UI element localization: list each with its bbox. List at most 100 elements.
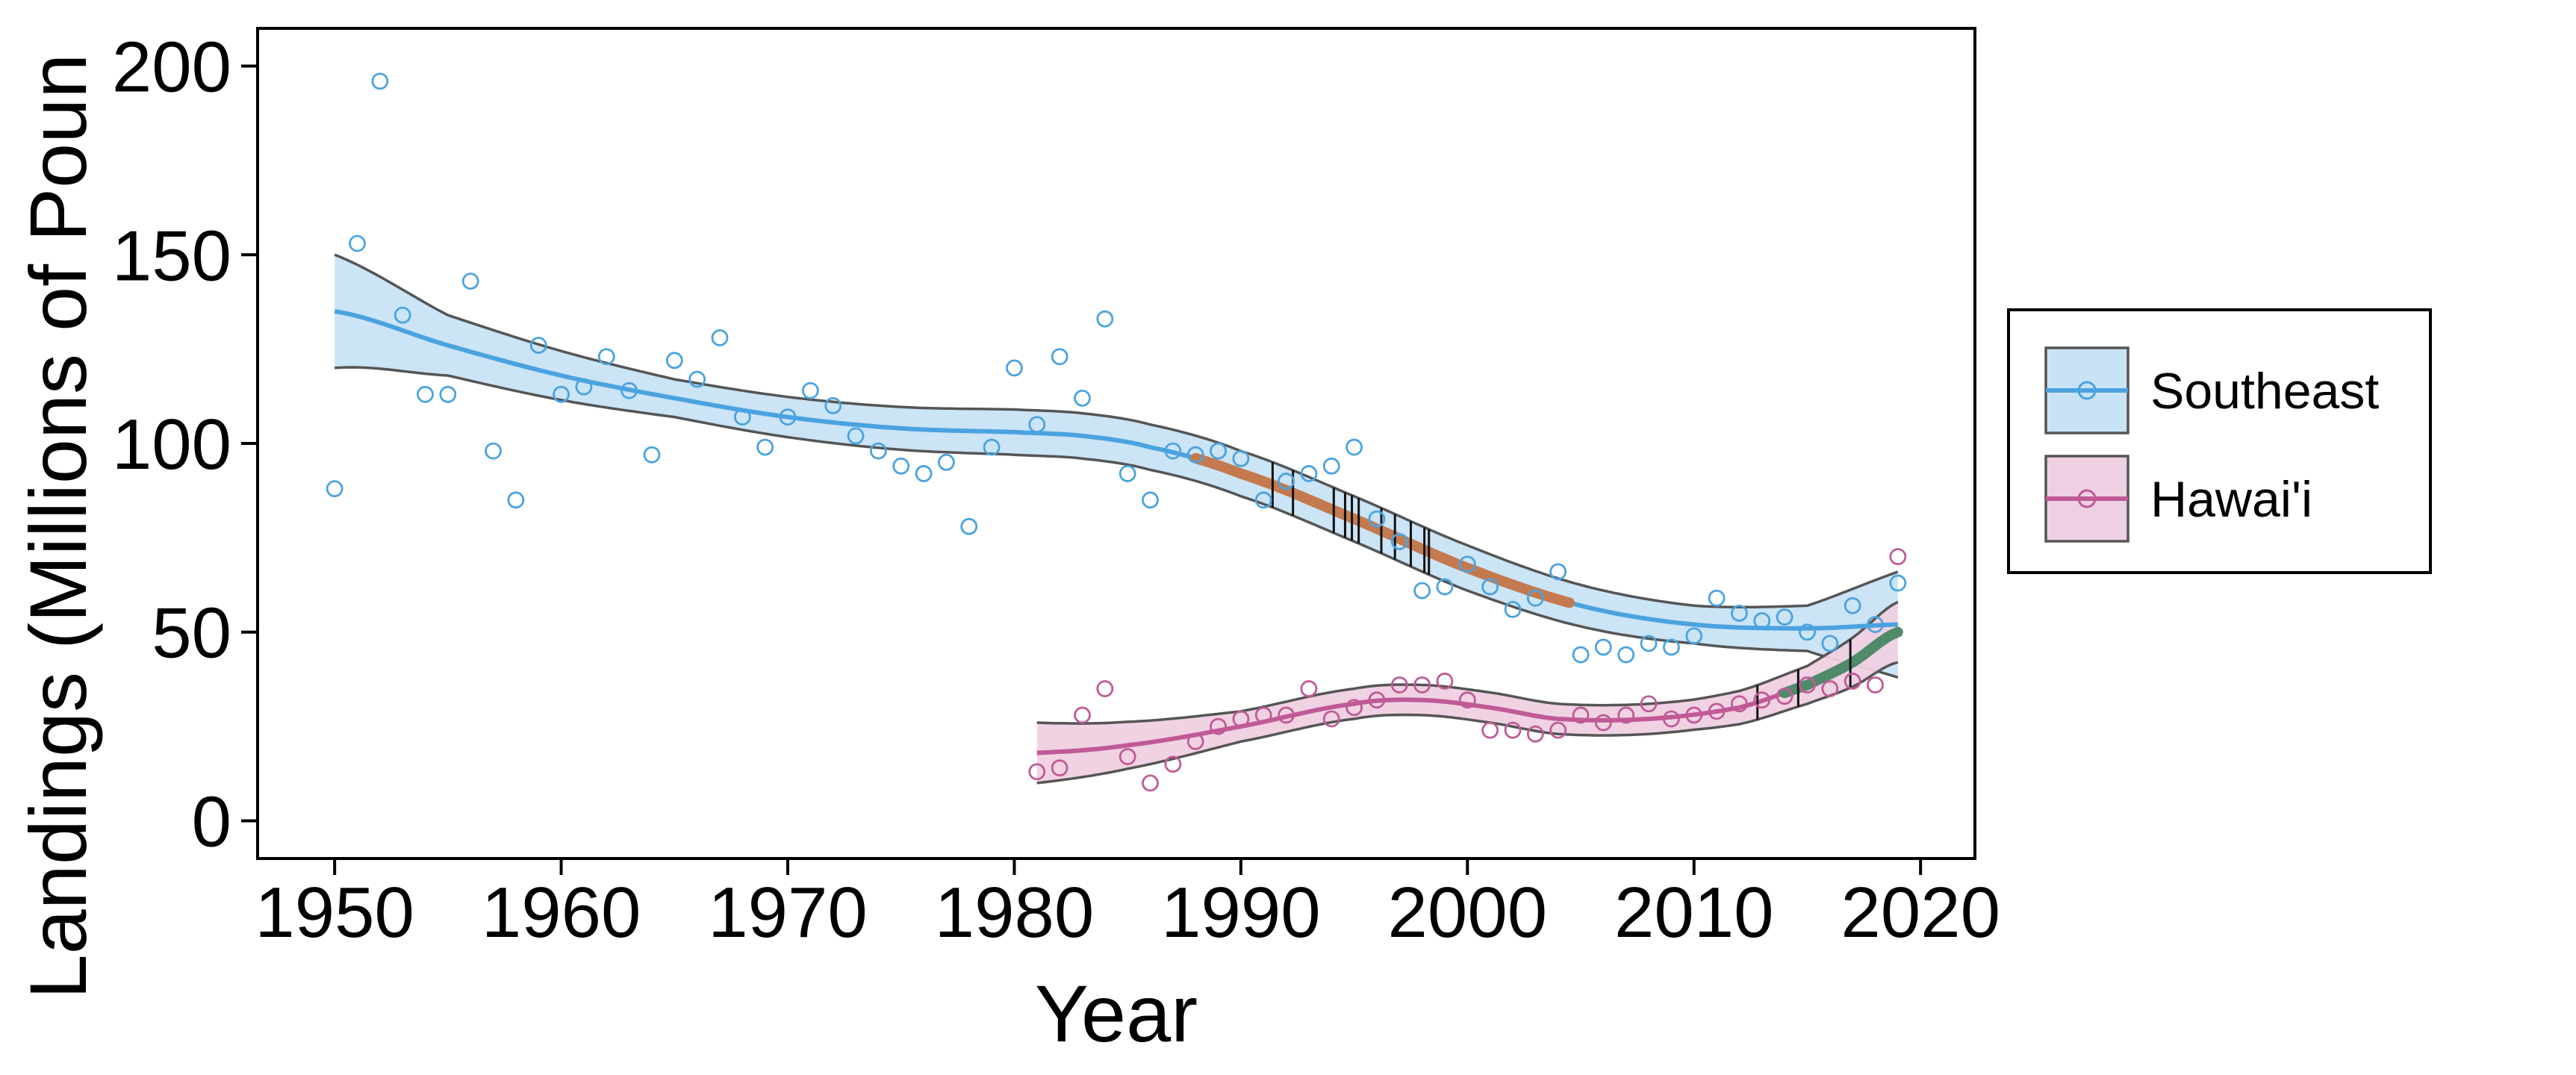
data-point [1413,676,1431,694]
data-point [733,408,751,426]
data-point [1413,582,1431,599]
x-tick-label: 1970 [708,873,868,953]
data-point [1867,676,1884,694]
data-point [1096,310,1114,328]
data-point [1572,706,1590,724]
x-tick-label: 1990 [1161,873,1321,953]
data-point [1663,710,1680,728]
data-point [1119,748,1136,765]
data-point [485,442,502,460]
axes: 1950 1960 1970 1980 1990 2000 2010 2020 0 50 100 15… [112,28,2000,953]
x-tick-label: 2020 [1841,873,2000,953]
data-point [349,234,366,252]
data-point [1889,574,1907,592]
data-point [1028,763,1046,781]
data-point [643,446,661,464]
ci-band-0 [335,255,1898,678]
data-point [1799,676,1816,694]
data-point [801,381,819,399]
data-point [1300,680,1318,697]
data-point [869,442,887,460]
highlight-segment-1 [1779,626,1903,699]
data-point [1572,646,1590,664]
data-point [915,465,933,482]
data-point [1006,359,1023,377]
y-tick-label: 150 [112,216,231,296]
data-point [507,491,525,509]
data-point [1278,473,1295,490]
data-point [1074,389,1091,407]
data-point [1142,491,1159,509]
data-point [1254,491,1272,509]
data-point [756,438,774,456]
data-point [1617,706,1635,724]
data-point [1164,442,1182,460]
data-point [1731,605,1748,622]
data-point [960,517,978,535]
data-point [1504,601,1522,618]
data-point [1232,710,1250,728]
data-point [1867,616,1884,634]
data-point [1526,725,1544,743]
data-point [326,480,343,498]
y-axis-title: Landings (Millions of Poun [13,54,103,1000]
data-point [1345,438,1363,456]
data-point [938,453,955,471]
x-axis-title: Year [1035,968,1198,1059]
data-point [1504,721,1522,739]
data-point [983,438,1001,456]
ci-upper-0 [334,253,1899,609]
x-tick-label: 1950 [255,873,414,953]
data-point [1436,673,1454,690]
data-point [1390,676,1408,694]
x-tick-label: 1960 [482,873,641,953]
x-tick-label: 1980 [935,873,1095,953]
data-point [597,348,615,366]
data-point [1821,680,1839,697]
data-point [1186,446,1204,464]
data-point [417,385,434,403]
data-point [1278,706,1295,724]
data-point [1458,555,1476,573]
data-point [1708,589,1726,607]
data-point [1051,348,1068,366]
data-point [1594,638,1612,656]
data-point [620,381,638,399]
data-point [1799,623,1816,641]
data-point [1164,755,1182,773]
data-point [1028,416,1046,434]
data-point [1821,635,1839,652]
data-point [1345,699,1363,717]
legend: Southeast Hawai'i [2007,308,2432,574]
legend-item: Southeast [2044,346,2379,434]
data-point [1074,706,1091,724]
data-point [688,370,706,388]
data-point [1776,608,1793,626]
data-point [1368,691,1386,709]
data-point [393,306,411,324]
highlight-segment-0 [1190,452,1575,608]
legend-marker [2077,489,2097,508]
trend-lines [334,309,1899,755]
data-point [1322,457,1340,475]
data-point [1753,691,1771,709]
data-point [1685,706,1703,724]
data-point [1640,635,1658,652]
ci-upper-1 [1036,600,1899,725]
data-point [1096,680,1114,697]
data-point [1889,548,1907,566]
data-point [1322,710,1340,728]
x-tick-label: 2010 [1614,873,1774,953]
confidence-bands [334,253,1899,785]
data-point [1617,646,1635,664]
data-point [371,72,389,90]
data-point [779,408,797,426]
data-point [553,385,570,403]
data-point [1640,695,1658,713]
data-point [1594,714,1612,732]
data-point [1708,702,1726,720]
data-point [1731,695,1748,713]
legend-marker [2077,381,2097,400]
data-point [1254,706,1272,724]
